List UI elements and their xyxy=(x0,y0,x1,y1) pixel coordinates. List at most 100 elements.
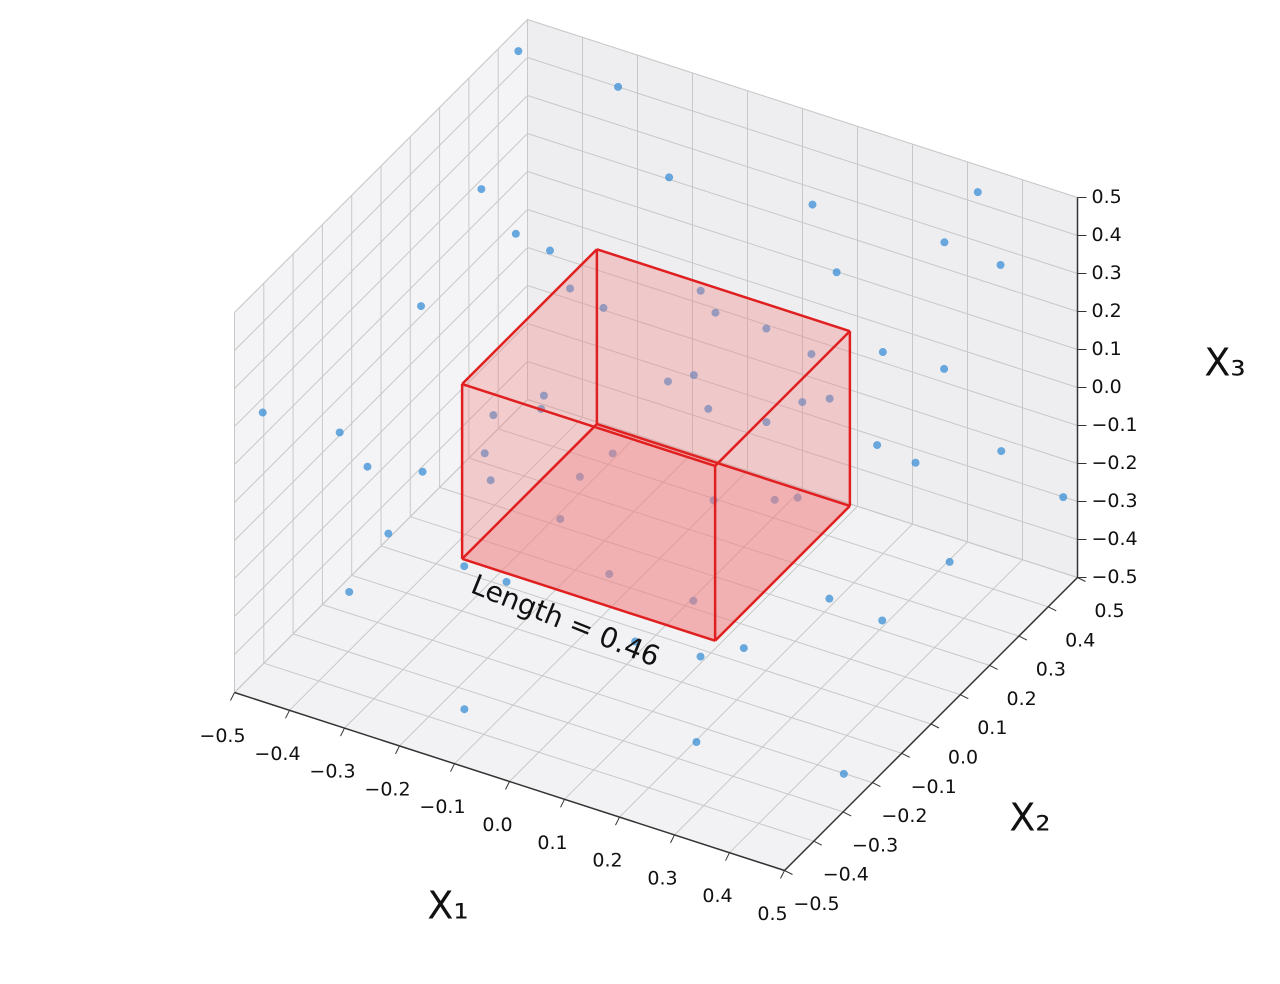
point xyxy=(873,441,882,450)
point xyxy=(599,303,608,312)
x-tick xyxy=(285,710,290,719)
point xyxy=(696,286,705,295)
x-axis-label: X₁ xyxy=(427,884,468,928)
grid-line xyxy=(527,399,1078,578)
x-tick xyxy=(230,692,235,701)
grid-line xyxy=(234,95,528,389)
grid-line xyxy=(234,323,528,617)
grid-line xyxy=(322,604,873,784)
cube-edge xyxy=(461,248,598,385)
y-tick xyxy=(872,782,881,788)
y-tick xyxy=(842,811,852,817)
grid-line xyxy=(498,428,1049,608)
point xyxy=(808,200,817,209)
point xyxy=(945,557,954,566)
grid-line xyxy=(527,95,1078,274)
cube-edge xyxy=(714,330,851,467)
cube-face xyxy=(715,331,850,641)
x-tick-label: 0.3 xyxy=(647,867,677,889)
y-tick xyxy=(813,840,823,846)
x-tick xyxy=(340,727,345,737)
z-tick-label: −0.1 xyxy=(1092,414,1138,436)
point xyxy=(825,594,834,603)
y-tick xyxy=(784,870,793,875)
x-tick xyxy=(725,852,730,861)
z-tick-label: 0.2 xyxy=(1092,300,1122,322)
grid-line xyxy=(234,57,528,351)
point xyxy=(477,185,486,194)
point xyxy=(258,408,267,417)
y-tick-label: 0.1 xyxy=(977,717,1007,739)
cube-edge xyxy=(461,557,716,642)
z-tick-label: −0.4 xyxy=(1092,528,1138,550)
y-tick-label: −0.3 xyxy=(852,834,898,856)
point xyxy=(807,350,816,359)
grid-line xyxy=(234,133,528,427)
x-tick-label: −0.4 xyxy=(254,743,300,765)
y-tick xyxy=(1047,606,1057,612)
grid-line xyxy=(234,209,528,503)
grid-line xyxy=(234,171,528,465)
grid-line xyxy=(410,516,961,696)
point xyxy=(739,644,748,653)
z-axis-label: X₃ xyxy=(1204,341,1245,385)
point xyxy=(696,652,705,661)
cube-face xyxy=(462,424,850,641)
grid-line xyxy=(380,545,932,725)
point xyxy=(940,238,949,247)
point xyxy=(692,738,701,747)
point xyxy=(486,476,495,485)
point xyxy=(417,302,426,311)
y-tick-label: 0.0 xyxy=(948,747,978,769)
grid-line xyxy=(527,247,1078,426)
grid-line xyxy=(527,171,1078,350)
point xyxy=(1059,493,1068,502)
cube-face xyxy=(462,384,716,641)
point xyxy=(608,449,617,458)
y-tick xyxy=(901,752,910,758)
x-tick-label: −0.5 xyxy=(199,725,245,747)
x-tick-label: 0.0 xyxy=(482,814,512,836)
point xyxy=(665,173,674,182)
grid-line xyxy=(527,19,1078,198)
x-tick-label: 0.5 xyxy=(757,903,787,925)
y-tick xyxy=(930,723,940,729)
point xyxy=(663,377,672,386)
point xyxy=(878,348,887,357)
point xyxy=(460,562,469,571)
y-tick-label: 0.3 xyxy=(1036,659,1066,681)
cube-edge xyxy=(714,505,851,642)
grid-line xyxy=(234,399,528,693)
y-tick-label: −0.2 xyxy=(881,805,927,827)
z-tick-label: 0.5 xyxy=(1092,186,1122,208)
y-tick-label: −0.5 xyxy=(793,893,839,915)
point xyxy=(762,418,771,427)
grid-line xyxy=(527,323,1078,502)
point xyxy=(798,398,807,407)
point xyxy=(511,229,520,238)
point xyxy=(704,404,713,413)
grid-line xyxy=(527,361,1078,540)
y-tick-label: −0.1 xyxy=(911,776,957,798)
y-tick xyxy=(989,664,998,670)
point xyxy=(711,308,720,317)
point xyxy=(631,637,640,646)
point xyxy=(614,82,623,91)
y-tick-label: −0.4 xyxy=(823,864,869,886)
point xyxy=(973,188,982,197)
point xyxy=(335,428,344,437)
point xyxy=(345,587,354,596)
cube-edge xyxy=(461,382,716,468)
point xyxy=(997,447,1006,456)
point xyxy=(940,364,949,373)
x-tick xyxy=(505,781,510,790)
cube-edge xyxy=(461,423,598,560)
z-tick-label: −0.3 xyxy=(1092,490,1138,512)
point xyxy=(363,462,372,471)
point xyxy=(793,493,802,502)
point xyxy=(546,246,555,255)
z-tick-label: 0.4 xyxy=(1092,224,1122,246)
y-tick xyxy=(1018,635,1028,641)
grid-line xyxy=(234,285,528,579)
grid-line xyxy=(527,285,1078,464)
